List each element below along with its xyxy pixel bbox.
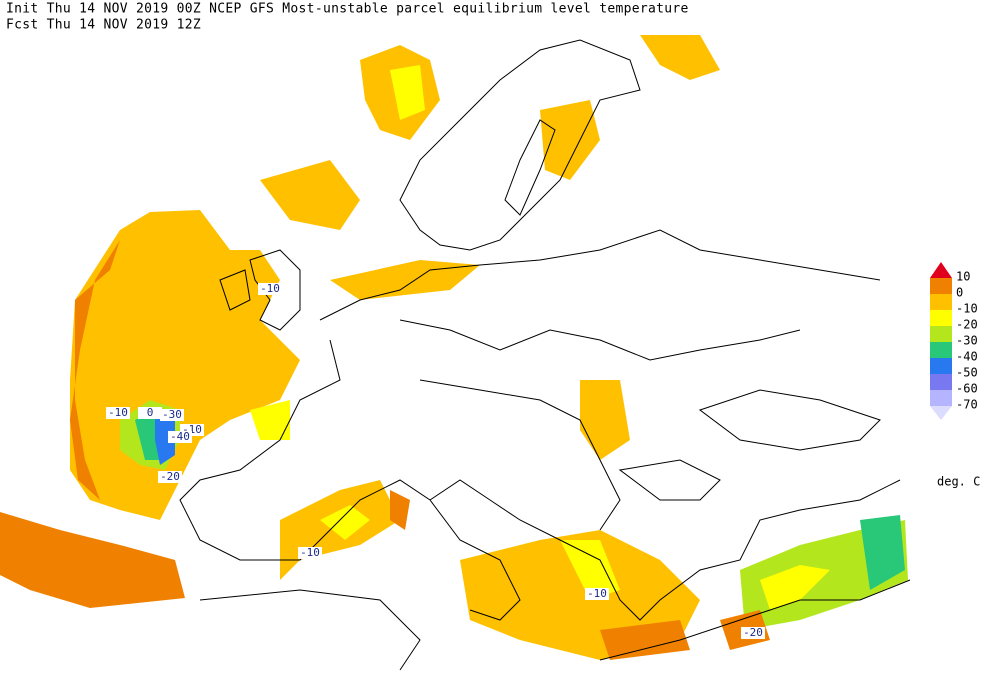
legend-swatch <box>930 278 952 294</box>
legend-swatch <box>930 326 952 342</box>
contour-label: 0 <box>147 406 154 419</box>
contour-label: -10 <box>108 406 128 419</box>
contour-labels: -10-10 0 -30-10-40-20-10-10-20 <box>106 282 765 639</box>
legend-swatch <box>930 358 952 374</box>
legend-swatch <box>930 310 952 326</box>
contour-label-bg <box>298 547 322 559</box>
legend-label: 0 <box>956 286 963 300</box>
header-line: Fcst Thu 14 NOV 2019 12Z <box>6 18 201 33</box>
legend-label: -30 <box>956 334 978 348</box>
legend-bottom-triangle <box>930 406 952 420</box>
legend-label: -20 <box>956 318 978 332</box>
contour-label-bg <box>138 407 162 419</box>
legend-label: -70 <box>956 398 978 412</box>
contour-label: -10 <box>260 282 280 295</box>
contour-label-bg <box>741 627 765 639</box>
coastlines <box>179 39 911 671</box>
contour-label: -20 <box>160 470 180 483</box>
contour-label: -20 <box>743 626 763 639</box>
contour-label-bg <box>168 431 192 443</box>
legend-label: -60 <box>956 382 978 396</box>
contour-label-bg <box>160 409 184 421</box>
contour-label-bg <box>258 283 282 295</box>
legend-label: -10 <box>956 302 978 316</box>
contour-label-bg <box>106 407 130 419</box>
contour-label: -40 <box>170 430 190 443</box>
legend-label: 10 <box>956 270 970 284</box>
contour-label: -10 <box>587 587 607 600</box>
contour-label-bg <box>585 588 609 600</box>
contour-label: -30 <box>162 408 182 421</box>
legend-swatch <box>930 374 952 390</box>
contour-label: -10 <box>300 546 320 559</box>
field-shading <box>0 35 908 660</box>
legend: 10 0 -10 -20 -30 -40 -50 -60 -70 <box>930 262 978 420</box>
legend-swatch <box>930 390 952 406</box>
header-line: Init Thu 14 NOV 2019 00Z NCEP GFS Most-u… <box>6 2 689 17</box>
legend-top-triangle <box>930 262 952 278</box>
legend-label: -40 <box>956 350 978 364</box>
legend-swatch <box>930 294 952 310</box>
legend-swatch <box>930 342 952 358</box>
contour-label-bg <box>158 471 182 483</box>
legend-label: -50 <box>956 366 978 380</box>
legend-units: deg. C <box>937 475 980 489</box>
